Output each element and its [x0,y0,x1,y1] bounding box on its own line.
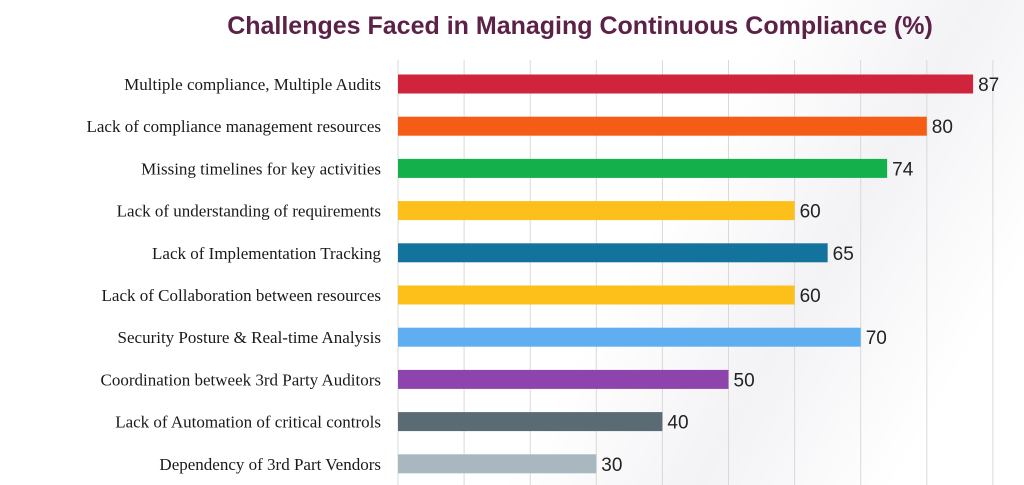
category-label: Missing timelines for key activities [141,159,381,178]
bars [398,74,974,474]
bar [398,74,974,94]
value-label: 40 [667,413,688,434]
value-label: 80 [932,117,953,138]
value-label: 74 [892,159,914,180]
bar [398,412,663,432]
bar [398,369,729,389]
chart-title: Challenges Faced in Managing Continuous … [227,12,933,40]
category-label: Lack of Automation of critical controls [115,413,381,432]
value-label: 60 [800,202,821,223]
category-label: Lack of Implementation Tracking [152,244,381,263]
value-label: 60 [800,286,821,307]
value-label: 87 [978,75,999,96]
bar [398,158,888,178]
bar [398,243,828,263]
category-label: Lack of Collaboration between resources [102,286,381,305]
category-label: Dependency of 3rd Part Vendors [159,455,381,474]
value-label: 30 [601,455,622,476]
value-labels: 87 80 74 60 65 60 70 50 40 30 [601,75,999,476]
bar [398,201,795,221]
bar [398,116,927,136]
category-labels: Multiple compliance, Multiple Audits Lack… [86,75,381,474]
value-label: 65 [833,244,854,265]
category-label: Lack of understanding of requirements [117,202,381,221]
category-label: Coordination betweek 3rd Party Auditors [101,370,381,389]
bar [398,327,861,347]
value-label: 70 [866,328,887,349]
bar [398,285,795,305]
category-label: Lack of compliance management resources [86,117,381,136]
category-label: Security Posture & Real-time Analysis [118,328,381,347]
bar [398,454,597,474]
category-label: Multiple compliance, Multiple Audits [124,75,381,94]
value-label: 50 [734,370,755,391]
